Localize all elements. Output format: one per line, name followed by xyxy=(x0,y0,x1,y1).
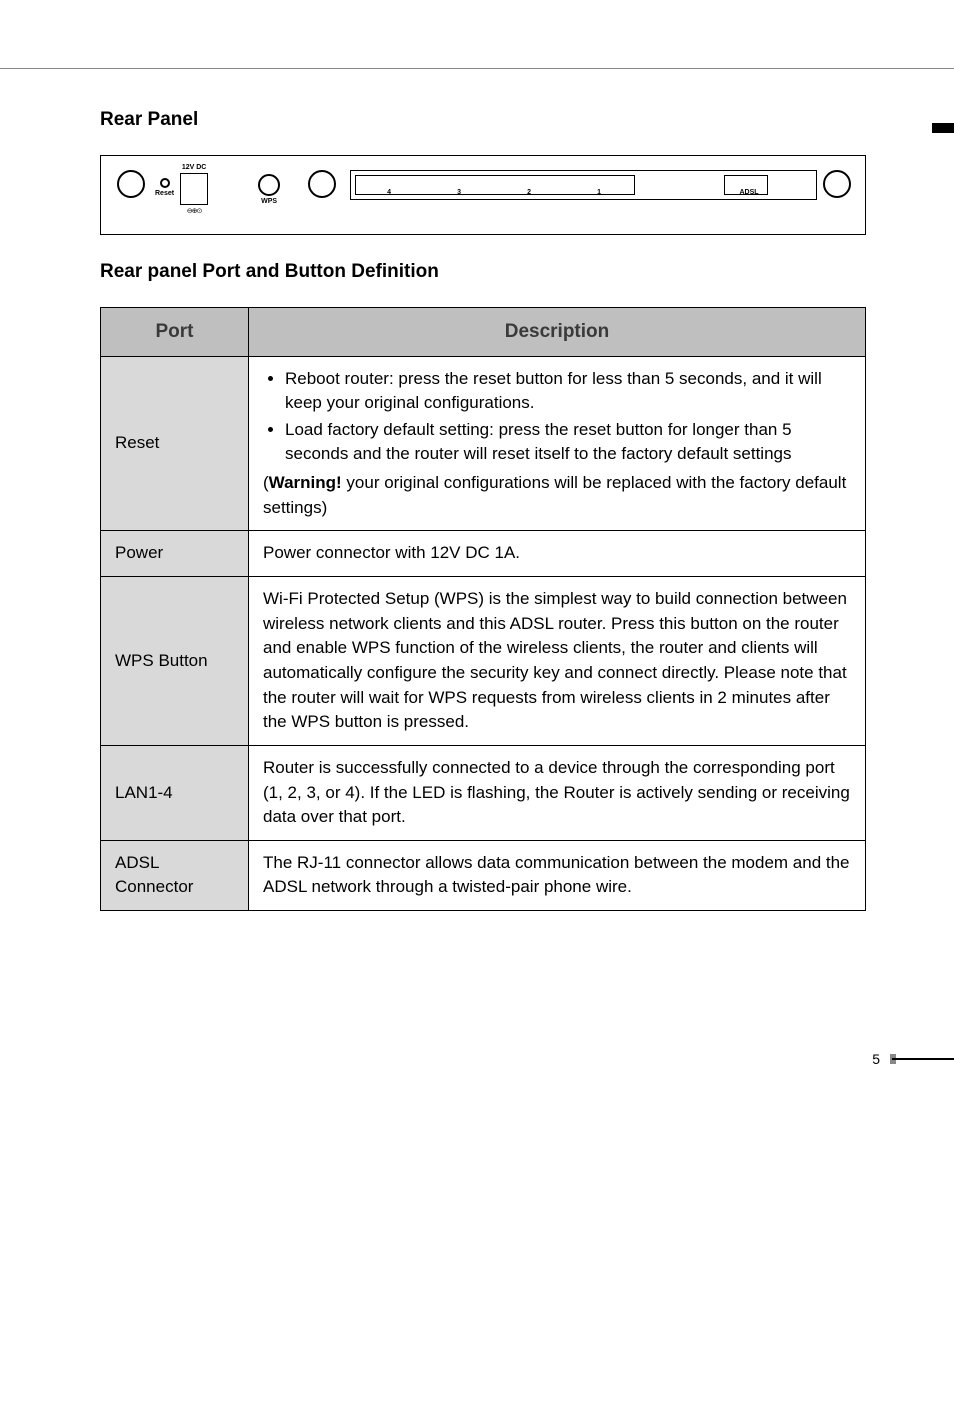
lan-port-labels: 4 3 2 1 xyxy=(354,189,634,196)
spare-port xyxy=(308,164,336,198)
page-number: 5 xyxy=(872,1051,880,1067)
reset-warning-bold: Warning! xyxy=(269,473,342,492)
table-row: WPS Button Wi-Fi Protected Setup (WPS) i… xyxy=(101,577,866,746)
reset-port: Reset xyxy=(155,164,174,197)
table-header-row: Port Description xyxy=(101,308,866,357)
footer-line-icon xyxy=(892,1058,954,1060)
table-row: Power Power connector with 12V DC 1A. xyxy=(101,531,866,577)
spare-circle-icon xyxy=(308,170,336,198)
wps-button-icon xyxy=(258,174,280,196)
header-port: Port xyxy=(101,308,249,357)
reset-label: Reset xyxy=(155,190,174,197)
wps-port: WPS xyxy=(258,164,280,205)
port-definition-heading: Rear panel Port and Button Definition xyxy=(100,261,866,283)
port-name-adsl: ADSL Connector xyxy=(101,840,249,910)
adsl-port-label-wrap: ADSL xyxy=(719,189,779,196)
diagram-row: Reset 12V DC ⊖⊕⊙ WPS xyxy=(111,164,855,226)
antenna-port-right xyxy=(823,164,851,198)
port-num-3: 3 xyxy=(424,189,494,196)
port-desc-wps: Wi-Fi Protected Setup (WPS) is the simpl… xyxy=(249,577,866,746)
wps-label: WPS xyxy=(261,198,277,205)
dc-polarity-icon: ⊖⊕⊙ xyxy=(187,207,202,215)
reset-bullet-list: Reboot router: press the reset button fo… xyxy=(263,367,851,468)
port-name-power: Power xyxy=(101,531,249,577)
port-desc-power: Power connector with 12V DC 1A. xyxy=(249,531,866,577)
port-desc-adsl: The RJ-11 connector allows data communic… xyxy=(249,840,866,910)
reset-bullet-1: Reboot router: press the reset button fo… xyxy=(285,367,851,416)
reset-warning-line: (Warning! your original configurations w… xyxy=(263,471,851,520)
reset-bullet-2: Load factory default setting: press the … xyxy=(285,418,851,467)
reset-warning-rest: your original configurations will be rep… xyxy=(263,473,846,517)
dc-label: 12V DC xyxy=(182,164,207,171)
port-num-2: 2 xyxy=(494,189,564,196)
ethernet-block: 4 3 2 1 ADSL xyxy=(350,164,817,200)
table-row: Reset Reboot router: press the reset but… xyxy=(101,356,866,531)
rear-panel-heading: Rear Panel xyxy=(100,109,866,131)
reset-hole-icon xyxy=(160,178,170,188)
port-num-4: 4 xyxy=(354,189,424,196)
port-num-1: 1 xyxy=(564,189,634,196)
antenna-circle-right-icon xyxy=(823,170,851,198)
rear-panel-diagram: Reset 12V DC ⊖⊕⊙ WPS xyxy=(100,155,866,235)
dc-power-port: 12V DC ⊖⊕⊙ xyxy=(180,164,208,215)
antenna-port xyxy=(117,164,145,198)
port-desc-lan: Router is successfully connected to a de… xyxy=(249,745,866,840)
port-desc-reset: Reboot router: press the reset button fo… xyxy=(249,356,866,531)
port-name-wps: WPS Button xyxy=(101,577,249,746)
page-footer: 5 xyxy=(0,1051,954,1081)
header-description: Description xyxy=(249,308,866,357)
port-definition-table: Port Description Reset Reboot router: pr… xyxy=(100,307,866,911)
table-row: ADSL Connector The RJ-11 connector allow… xyxy=(101,840,866,910)
port-name-lan: LAN1-4 xyxy=(101,745,249,840)
page-content: Rear Panel Reset 12V DC ⊖⊕⊙ WPS xyxy=(0,69,954,911)
crop-mark xyxy=(932,123,954,133)
dc-jack-icon xyxy=(180,173,208,205)
antenna-circle-icon xyxy=(117,170,145,198)
adsl-label: ADSL xyxy=(719,189,779,196)
table-row: LAN1-4 Router is successfully connected … xyxy=(101,745,866,840)
port-name-reset: Reset xyxy=(101,356,249,531)
